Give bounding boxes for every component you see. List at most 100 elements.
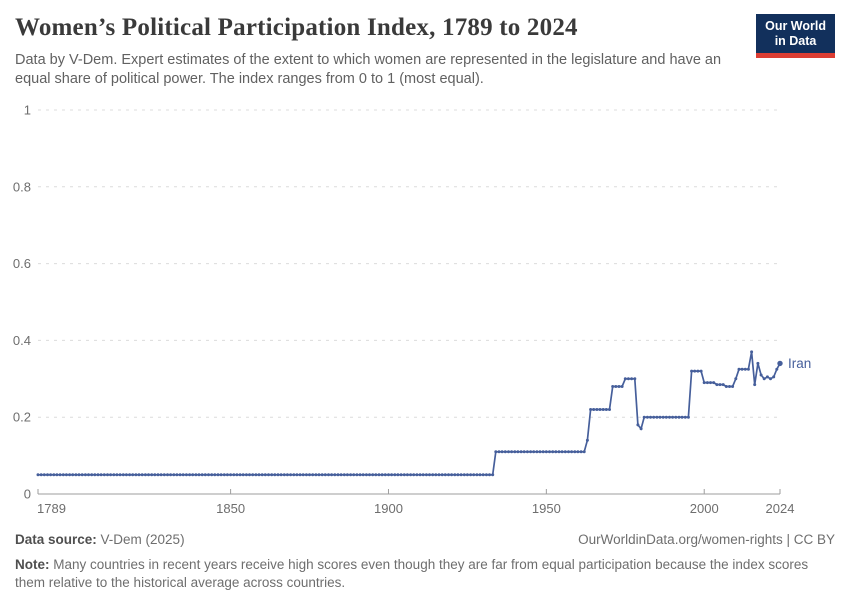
series-point[interactable] (197, 473, 201, 477)
series-point[interactable] (83, 473, 87, 477)
series-point[interactable] (753, 383, 757, 387)
series-point[interactable] (68, 473, 72, 477)
series-point[interactable] (481, 473, 485, 477)
series-label-iran[interactable]: Iran (788, 356, 811, 371)
series-point[interactable] (671, 415, 675, 419)
series-point[interactable] (121, 473, 125, 477)
series-point[interactable] (304, 473, 308, 477)
series-point[interactable] (415, 473, 419, 477)
series-point[interactable] (377, 473, 381, 477)
series-point[interactable] (737, 367, 741, 371)
series-point[interactable] (96, 473, 100, 477)
series-point[interactable] (46, 473, 49, 477)
series-point[interactable] (623, 377, 627, 381)
series-point[interactable] (254, 473, 258, 477)
series-point[interactable] (513, 450, 517, 454)
series-point[interactable] (393, 473, 397, 477)
series-point[interactable] (450, 473, 454, 477)
series-point[interactable] (207, 473, 210, 477)
series-point[interactable] (598, 408, 602, 411)
series-point[interactable] (263, 473, 267, 477)
series-end-point[interactable] (777, 360, 783, 367)
series-point[interactable] (301, 473, 305, 477)
series-point[interactable] (759, 373, 763, 377)
series-point[interactable] (472, 473, 476, 477)
series-point[interactable] (649, 415, 652, 419)
series-point[interactable] (203, 473, 207, 477)
series-point[interactable] (55, 473, 59, 477)
series-point[interactable] (396, 473, 400, 477)
series-point[interactable] (279, 473, 283, 477)
series-point[interactable] (342, 473, 346, 477)
series-point[interactable] (150, 473, 154, 477)
series-point[interactable] (380, 473, 384, 477)
series-point[interactable] (645, 415, 649, 419)
series-point[interactable] (298, 473, 302, 477)
series-point[interactable] (402, 473, 406, 477)
series-point[interactable] (109, 473, 113, 477)
series-point[interactable] (447, 473, 450, 477)
series-point[interactable] (680, 415, 684, 419)
series-point[interactable] (750, 350, 754, 354)
series-point[interactable] (314, 473, 318, 477)
series-point[interactable] (551, 450, 555, 454)
series-point[interactable] (267, 473, 270, 477)
series-point[interactable] (633, 377, 637, 381)
series-point[interactable] (374, 473, 378, 477)
series-point[interactable] (724, 385, 728, 388)
series-point[interactable] (260, 473, 264, 477)
series-point[interactable] (361, 473, 365, 477)
series-point[interactable] (156, 473, 160, 477)
series-point[interactable] (339, 473, 343, 477)
series-point[interactable] (333, 473, 337, 477)
series-point[interactable] (345, 473, 349, 477)
series-point[interactable] (762, 377, 766, 381)
series-point[interactable] (500, 450, 504, 454)
series-point[interactable] (743, 367, 747, 371)
series-point[interactable] (102, 473, 106, 477)
series-point[interactable] (541, 450, 545, 454)
series-point[interactable] (289, 473, 293, 477)
series-point[interactable] (756, 361, 760, 365)
series-point[interactable] (617, 385, 621, 388)
series-point[interactable] (90, 473, 94, 477)
series-point[interactable] (437, 473, 441, 477)
series-point[interactable] (636, 423, 640, 427)
series-point[interactable] (273, 473, 277, 477)
credit-link[interactable]: OurWorldinData.org/women-rights | CC BY (578, 532, 835, 547)
series-point[interactable] (576, 450, 580, 454)
series-point[interactable] (652, 415, 656, 419)
series-point[interactable] (579, 450, 583, 454)
series-point[interactable] (80, 473, 84, 477)
series-point[interactable] (614, 385, 618, 388)
series-point[interactable] (216, 473, 220, 477)
series-point[interactable] (115, 473, 119, 477)
series-point[interactable] (140, 473, 144, 477)
series-point[interactable] (270, 473, 274, 477)
series-point[interactable] (668, 415, 671, 419)
series-point[interactable] (409, 473, 413, 477)
series-point[interactable] (592, 408, 596, 411)
series-point[interactable] (434, 473, 438, 477)
series-point[interactable] (159, 473, 163, 477)
series-point[interactable] (772, 375, 776, 379)
series-point[interactable] (241, 473, 245, 477)
series-point[interactable] (178, 473, 182, 477)
series-point[interactable] (658, 415, 662, 419)
series-point[interactable] (364, 473, 368, 477)
series-point[interactable] (106, 473, 109, 477)
series-point[interactable] (712, 381, 716, 385)
series-point[interactable] (71, 473, 75, 477)
series-point[interactable] (219, 473, 223, 477)
series-point[interactable] (327, 473, 330, 477)
series-point[interactable] (630, 377, 634, 381)
series-point[interactable] (718, 383, 722, 387)
series-point[interactable] (604, 408, 608, 411)
series-point[interactable] (238, 473, 242, 477)
series-point[interactable] (87, 473, 90, 477)
series-point[interactable] (453, 473, 457, 477)
series-point[interactable] (188, 473, 192, 477)
series-point[interactable] (589, 408, 593, 411)
owid-logo[interactable]: Our World in Data (756, 14, 835, 58)
